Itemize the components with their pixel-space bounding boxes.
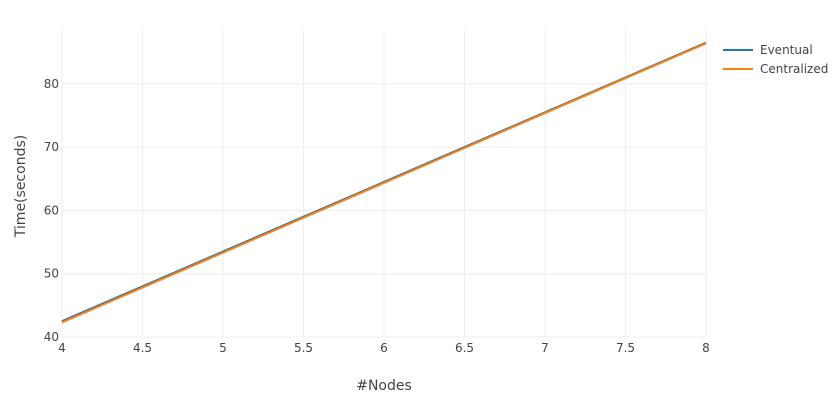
y-tick-label: 80 — [44, 77, 59, 91]
x-tick-label: 6 — [380, 341, 388, 355]
y-tick-label: 50 — [44, 267, 59, 281]
x-axis-ticks: 4 4.5 5 5.5 6 6.5 7 7.5 8 — [58, 341, 710, 355]
x-tick-label: 7.5 — [616, 341, 635, 355]
x-tick-label: 4.5 — [133, 341, 152, 355]
y-tick-label: 60 — [44, 203, 59, 217]
x-tick-label: 7 — [541, 341, 549, 355]
x-tick-label: 4 — [58, 341, 66, 355]
legend-item-centralized[interactable]: Centralized — [723, 62, 828, 76]
legend-label: Eventual — [760, 43, 813, 57]
y-tick-label: 70 — [44, 140, 59, 154]
series-line-centralized — [61, 42, 707, 324]
y-tick-label: 40 — [44, 330, 59, 344]
legend-label: Centralized — [760, 62, 828, 76]
series-layer — [61, 41, 707, 324]
legend[interactable]: Eventual Centralized — [723, 43, 828, 76]
y-axis-title: Time(seconds) — [13, 135, 29, 238]
legend-item-eventual[interactable]: Eventual — [723, 43, 813, 57]
x-tick-label: 5 — [219, 341, 227, 355]
x-axis-title: #Nodes — [356, 378, 412, 394]
y-axis-ticks: 40 50 60 70 80 — [44, 77, 59, 344]
x-tick-label: 6.5 — [455, 341, 474, 355]
x-tick-label: 8 — [702, 341, 710, 355]
x-tick-label: 5.5 — [294, 341, 313, 355]
